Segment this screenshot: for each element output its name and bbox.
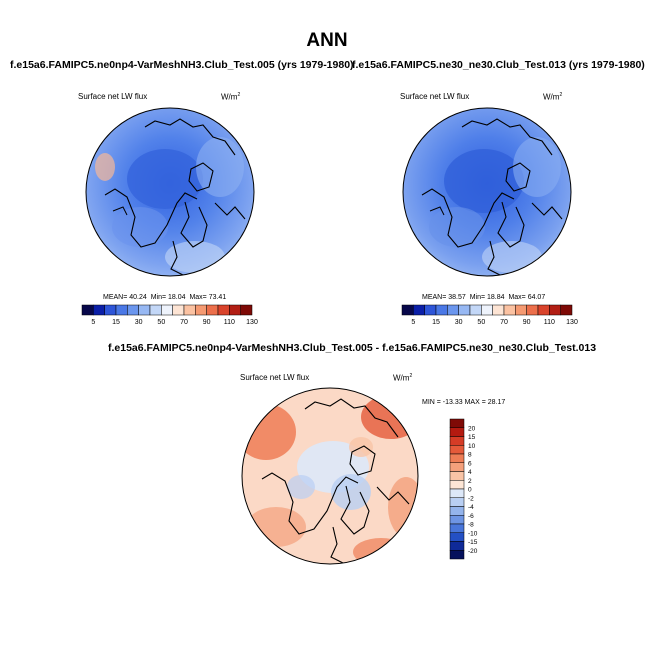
colorbar-label: 130 bbox=[246, 319, 258, 326]
map-diff bbox=[241, 387, 419, 565]
diff-colorbar-label: -4 bbox=[468, 504, 474, 511]
colorbar-label: 90 bbox=[203, 319, 211, 326]
diff-panel-units: W/m2 bbox=[393, 373, 413, 383]
colorbar-label: 15 bbox=[112, 319, 120, 326]
panel-test-variable: Surface net LW flux bbox=[78, 92, 148, 101]
colorbar-swatch bbox=[149, 304, 162, 316]
diff-colorbar-label: -10 bbox=[468, 530, 478, 537]
panel-control-title: f.e15a6.FAMIPC5.ne30_ne30.Club_Test.013 … bbox=[352, 59, 645, 71]
diff-colorbar-swatch bbox=[449, 480, 465, 490]
colorbar-label: 90 bbox=[523, 319, 531, 326]
colorbar-label: 70 bbox=[500, 319, 508, 326]
diff-colorbar-swatch bbox=[449, 541, 465, 551]
diff-colorbar-label: 6 bbox=[468, 460, 472, 467]
colorbar-label: 110 bbox=[224, 319, 235, 326]
panel-control-variable: Surface net LW flux bbox=[400, 92, 470, 101]
diff-colorbar-label: -6 bbox=[468, 513, 474, 520]
diff-colorbar-swatch bbox=[449, 462, 465, 472]
colorbar-swatch bbox=[138, 304, 151, 316]
colorbar-swatch bbox=[172, 304, 185, 316]
colorbar-swatch bbox=[481, 304, 493, 316]
colorbar-swatch bbox=[458, 304, 471, 316]
colorbar-swatch bbox=[435, 304, 448, 316]
colorbar-swatch bbox=[240, 304, 253, 316]
diff-colorbar-swatch bbox=[449, 550, 465, 560]
colorbar-swatch bbox=[217, 304, 230, 316]
diff-colorbar-label: -20 bbox=[468, 548, 478, 555]
diff-colorbar-swatch bbox=[449, 532, 465, 542]
diff-colorbar-swatch bbox=[449, 418, 465, 428]
colorbar-swatch bbox=[161, 304, 173, 316]
colorbar-swatch bbox=[127, 304, 139, 316]
diff-colorbar-swatch bbox=[449, 497, 465, 507]
colorbar-swatch bbox=[115, 304, 128, 316]
colorbar-label: 30 bbox=[135, 319, 143, 326]
colorbar-swatch bbox=[469, 304, 482, 316]
colorbar-test: 5 15 30 50 70 90 110 130 bbox=[81, 304, 258, 326]
diff-colorbar-label: -8 bbox=[468, 522, 474, 529]
colorbar-swatch bbox=[424, 304, 437, 316]
panel-test-title: f.e15a6.FAMIPC5.ne0np4-VarMeshNH3.Club_T… bbox=[10, 59, 354, 71]
colorbar-label: 30 bbox=[455, 319, 463, 326]
colorbar-swatch bbox=[206, 304, 219, 316]
colorbar-swatch bbox=[195, 304, 207, 316]
diff-colorbar-label: -2 bbox=[468, 495, 474, 502]
diff-panel-minmax: MIN = -13.33 MAX = 28.17 bbox=[422, 399, 506, 406]
colorbar-control: 5 15 30 50 70 90 110 130 bbox=[401, 304, 578, 326]
colorbar-label: 110 bbox=[544, 319, 555, 326]
colorbar-swatch bbox=[413, 304, 425, 316]
diff-colorbar-swatch bbox=[449, 506, 465, 516]
colorbar-label: 5 bbox=[411, 319, 415, 326]
diff-colorbar-label: 10 bbox=[468, 443, 476, 450]
diff-colorbar-label: 8 bbox=[468, 452, 472, 459]
colorbar-label: 5 bbox=[91, 319, 95, 326]
diff-colorbar-label: 0 bbox=[468, 487, 472, 494]
diff-colorbar-label: 15 bbox=[468, 434, 476, 441]
panel-control-units: W/m2 bbox=[543, 92, 563, 102]
colorbar-swatch bbox=[537, 304, 550, 316]
colorbar-swatch bbox=[183, 304, 196, 316]
colorbar-label: 50 bbox=[477, 319, 485, 326]
colorbar-swatch bbox=[401, 304, 414, 316]
diff-colorbar-swatch bbox=[449, 471, 465, 481]
diff-colorbar-swatch bbox=[449, 436, 465, 446]
colorbar-swatch bbox=[515, 304, 527, 316]
map-test bbox=[85, 107, 255, 277]
colorbar-swatch bbox=[81, 304, 94, 316]
diff-colorbar-swatch bbox=[449, 445, 465, 455]
map-control bbox=[402, 107, 572, 277]
diff-colorbar-label: -15 bbox=[468, 539, 478, 546]
colorbar-swatch bbox=[447, 304, 459, 316]
panel-control-stats: MEAN= 38.57 Min= 18.84 Max= 64.07 bbox=[422, 294, 546, 301]
colorbar-swatch bbox=[549, 304, 561, 316]
colorbar-label: 50 bbox=[157, 319, 165, 326]
diff-colorbar-label: 2 bbox=[468, 478, 472, 485]
diff-colorbar-swatch bbox=[449, 523, 465, 533]
colorbar-swatch bbox=[526, 304, 539, 316]
colorbar-swatch bbox=[93, 304, 105, 316]
colorbar-label: 15 bbox=[432, 319, 440, 326]
colorbar-swatch bbox=[560, 304, 573, 316]
diff-colorbar-swatch bbox=[449, 515, 465, 525]
diff-colorbar-swatch bbox=[449, 453, 465, 463]
colorbar-label: 130 bbox=[566, 319, 578, 326]
diff-colorbar-swatch bbox=[449, 427, 465, 437]
colorbar-swatch bbox=[104, 304, 117, 316]
panel-test-stats: MEAN= 40.24 Min= 18.04 Max= 73.41 bbox=[103, 294, 227, 301]
diff-colorbar-label: 20 bbox=[468, 425, 476, 432]
colorbar-swatch bbox=[492, 304, 505, 316]
diff-colorbar-label: 4 bbox=[468, 469, 472, 476]
diff-colorbar-swatch bbox=[449, 488, 465, 498]
colorbar-label: 70 bbox=[180, 319, 188, 326]
diff-panel-title: f.e15a6.FAMIPC5.ne0np4-VarMeshNH3.Club_T… bbox=[108, 342, 597, 354]
diff-panel-variable: Surface net LW flux bbox=[240, 373, 310, 382]
figure-title: ANN bbox=[306, 30, 348, 51]
panel-test-units: W/m2 bbox=[221, 92, 241, 102]
colorbar-swatch bbox=[503, 304, 516, 316]
colorbar-swatch bbox=[229, 304, 241, 316]
